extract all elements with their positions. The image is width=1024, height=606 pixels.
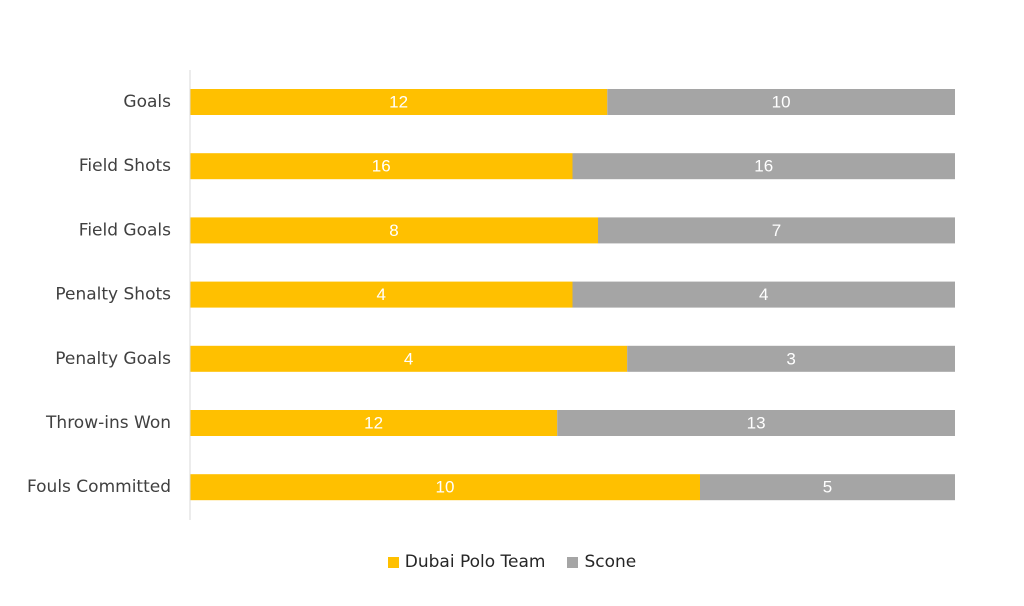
category-label: Goals (123, 92, 171, 112)
data-label-series-1: 16 (372, 157, 391, 176)
stacked-bar-chart: Goals Field Shots Field Goals Penalty Shots… (27, 70, 955, 520)
data-label-series-2: 5 (823, 478, 832, 497)
category-label: Throw-ins Won (45, 413, 171, 433)
data-label-series-2: 7 (772, 221, 781, 240)
data-label-series-2: 13 (747, 414, 766, 433)
bar-segment-series-1 (190, 89, 608, 115)
bar-segment-series-2 (607, 89, 955, 115)
bar-segment-series-2 (572, 153, 955, 180)
data-label-series-1: 4 (377, 285, 386, 304)
bar-segment-series-1 (190, 217, 598, 244)
bar-segment-series-1 (190, 281, 573, 308)
data-label-series-1: 10 (436, 478, 455, 497)
legend: Dubai Polo Team Scone (0, 552, 1024, 572)
bar-segment-series-1 (190, 474, 700, 501)
data-label-series-1: 12 (389, 93, 408, 112)
category-label: Fouls Committed (27, 477, 171, 497)
data-label-series-1: 4 (404, 349, 413, 368)
bar-segment-series-2 (627, 345, 955, 372)
data-label-series-2: 16 (754, 157, 773, 176)
legend-item-series-1: Dubai Polo Team (387, 552, 546, 572)
legend-label-series-2: Scone (584, 552, 637, 572)
data-label-series-2: 10 (772, 93, 791, 112)
bar-segment-series-1 (190, 410, 558, 436)
legend-label-series-1: Dubai Polo Team (404, 552, 546, 572)
bar-segment-series-2 (557, 410, 955, 436)
data-label-series-2: 3 (786, 349, 795, 368)
bar-segment-series-2 (700, 474, 955, 501)
category-labels-layer: Goals Field Shots Field Goals Penalty Shots… (27, 92, 171, 497)
value-labels-layer: 12 10 16 16 8 7 4 4 4 3 12 13 10 5 (364, 93, 832, 497)
data-label-series-2: 4 (759, 285, 768, 304)
legend-swatch-series-2 (567, 556, 579, 568)
data-label-series-1: 12 (364, 414, 383, 433)
category-label: Field Shots (79, 156, 171, 176)
category-label: Penalty Shots (55, 285, 171, 305)
legend-item-series-2: Scone (567, 552, 636, 572)
bars-layer (190, 89, 955, 501)
data-label-series-1: 8 (389, 221, 398, 240)
bar-segment-series-1 (190, 153, 573, 180)
category-label: Penalty Goals (55, 349, 171, 369)
bar-segment-series-2 (572, 281, 955, 308)
bar-segment-series-2 (598, 217, 955, 244)
bar-segment-series-1 (190, 345, 628, 372)
legend-swatch-series-1 (387, 556, 399, 568)
category-label: Field Goals (79, 220, 171, 240)
